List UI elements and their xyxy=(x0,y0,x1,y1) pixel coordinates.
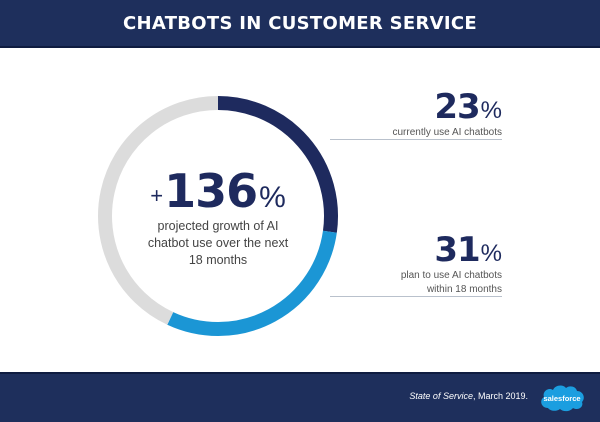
stat-unit: % xyxy=(480,240,502,267)
ring-segment-0 xyxy=(217,96,338,233)
ring-segment-2 xyxy=(98,96,219,325)
center-value: 136 xyxy=(164,164,258,218)
stat-description: plan to use AI chatbots within 18 months xyxy=(400,270,502,295)
source-citation: State of Service, March 2019. xyxy=(409,391,528,401)
stat-current-use: 23 % currently use AI chatbots xyxy=(392,90,502,140)
page-title: CHATBOTS IN CUSTOMER SERVICE xyxy=(122,12,477,34)
center-prefix: + xyxy=(150,183,164,208)
stat-description: currently use AI chatbots xyxy=(392,127,502,138)
stat-unit: % xyxy=(480,97,502,124)
center-stat: + 136 % projected growth of AI chatbot u… xyxy=(118,168,318,269)
stat-value: 31 xyxy=(434,230,480,270)
footer-band: State of Service, March 2019. salesforce xyxy=(0,372,600,422)
header-band: CHATBOTS IN CUSTOMER SERVICE xyxy=(0,0,600,48)
stat-value: 23 xyxy=(434,87,480,127)
ring-segment-1 xyxy=(167,230,337,336)
salesforce-cloud-logo-icon: salesforce xyxy=(541,385,584,412)
connector-line xyxy=(330,139,502,140)
center-unit: % xyxy=(259,181,286,214)
stat-planned-use: 31 % plan to use AI chatbots within 18 m… xyxy=(401,233,502,297)
center-description: projected growth of AI chatbot use over … xyxy=(147,219,289,267)
logo-text: salesforce xyxy=(543,394,580,403)
connector-line xyxy=(330,296,502,297)
